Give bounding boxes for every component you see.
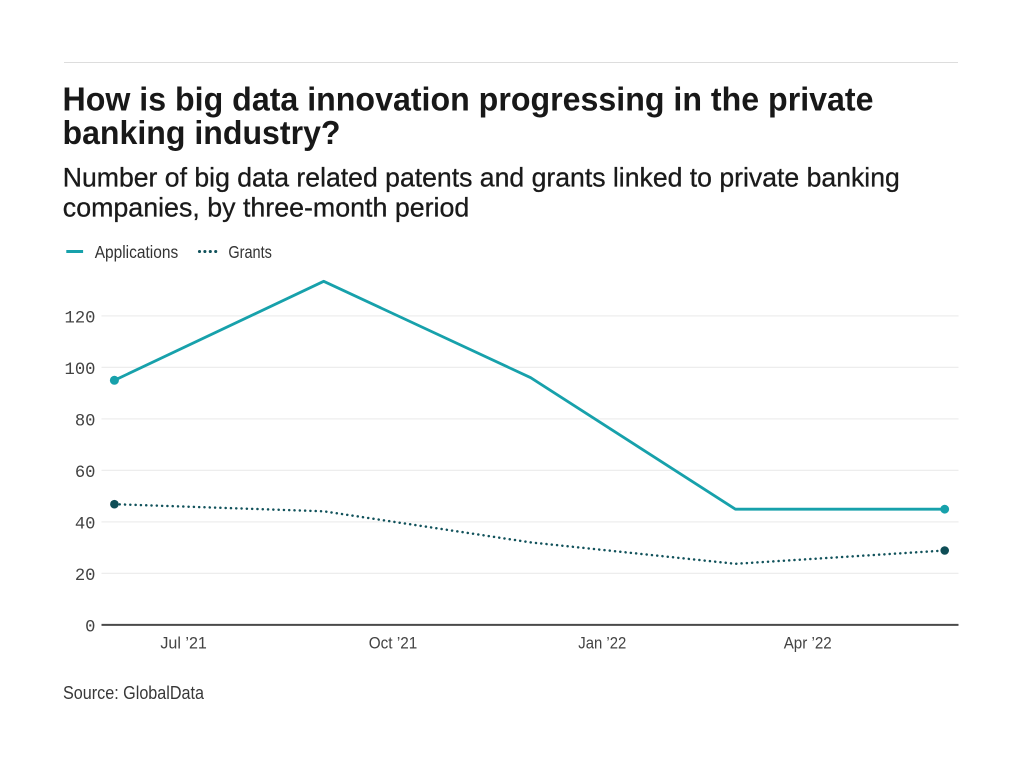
svg-text:banking industry?: banking industry? bbox=[63, 114, 341, 151]
svg-text:120: 120 bbox=[65, 310, 96, 329]
svg-text:Apr ’22: Apr ’22 bbox=[784, 634, 832, 653]
svg-text:80: 80 bbox=[75, 413, 96, 432]
svg-text:companies, by three-month peri: companies, by three-month period bbox=[63, 193, 470, 223]
svg-text:20: 20 bbox=[75, 567, 96, 586]
svg-text:How is big data innovation pro: How is big data innovation progressing i… bbox=[63, 80, 874, 117]
svg-text:Applications: Applications bbox=[95, 242, 179, 262]
svg-text:0: 0 bbox=[85, 619, 95, 638]
svg-text:Jan ’22: Jan ’22 bbox=[578, 634, 626, 653]
svg-text:100: 100 bbox=[65, 361, 96, 380]
svg-text:40: 40 bbox=[75, 516, 96, 535]
svg-text:60: 60 bbox=[75, 464, 96, 483]
svg-text:Jul ’21: Jul ’21 bbox=[160, 634, 207, 653]
svg-text:Oct ’21: Oct ’21 bbox=[369, 634, 418, 653]
svg-text:Number of big data related pat: Number of big data related patents and g… bbox=[63, 162, 900, 192]
svg-text:Grants: Grants bbox=[228, 242, 272, 262]
svg-text:Source: GlobalData: Source: GlobalData bbox=[63, 683, 205, 703]
